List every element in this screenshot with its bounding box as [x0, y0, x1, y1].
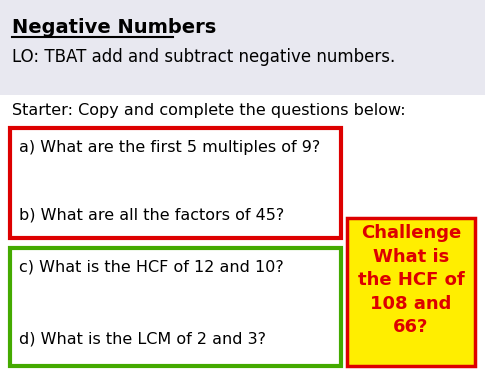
Text: LO: TBAT add and subtract negative numbers.: LO: TBAT add and subtract negative numbe…: [12, 48, 395, 66]
Text: c) What is the HCF of 12 and 10?: c) What is the HCF of 12 and 10?: [20, 260, 284, 275]
FancyBboxPatch shape: [347, 218, 475, 366]
Text: Challenge
What is
the HCF of
108 and
66?: Challenge What is the HCF of 108 and 66?: [358, 224, 465, 336]
Text: a) What are the first 5 multiples of 9?: a) What are the first 5 multiples of 9?: [20, 140, 320, 155]
Text: d) What is the LCM of 2 and 3?: d) What is the LCM of 2 and 3?: [20, 332, 266, 347]
Text: Negative Numbers: Negative Numbers: [12, 18, 216, 37]
FancyBboxPatch shape: [10, 128, 341, 238]
Text: Starter: Copy and complete the questions below:: Starter: Copy and complete the questions…: [12, 103, 406, 118]
FancyBboxPatch shape: [10, 248, 341, 366]
Text: b) What are all the factors of 45?: b) What are all the factors of 45?: [20, 207, 284, 222]
FancyBboxPatch shape: [0, 0, 484, 95]
